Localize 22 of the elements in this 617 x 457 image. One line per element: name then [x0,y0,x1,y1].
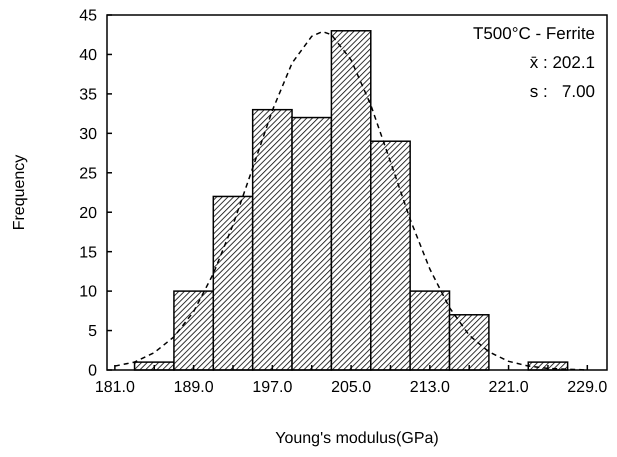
y-tick-label: 15 [79,244,98,262]
y-axis-title: Frequency [11,154,28,230]
y-tick-label: 30 [79,126,98,143]
x-tick-label: 197.0 [252,379,292,396]
annotation: T500°C - Ferrite [472,24,595,43]
y-tick-label: 45 [79,8,98,25]
y-tick-label: 10 [79,284,98,301]
x-tick-label: 213.0 [410,379,450,396]
x-tick-label: 189.0 [174,379,214,396]
x-tick-label: 205.0 [331,379,372,396]
y-tick-label: 35 [79,86,98,104]
y-tick-label: 25 [79,165,98,182]
y-tick-label: 0 [88,362,98,380]
y-tick-label: 20 [79,204,98,222]
annotation: x̄ : 202.1 [530,53,595,72]
x-tick-label: 221.0 [488,379,529,396]
annotation: s : 7.00 [530,82,595,101]
x-axis-title: Young's modulus(GPa) [275,430,439,447]
x-tick-label: 229.0 [567,379,608,396]
x-tick-label: 181.0 [94,379,135,396]
y-tick-label: 40 [79,47,98,64]
y-tick-label: 5 [88,323,98,340]
